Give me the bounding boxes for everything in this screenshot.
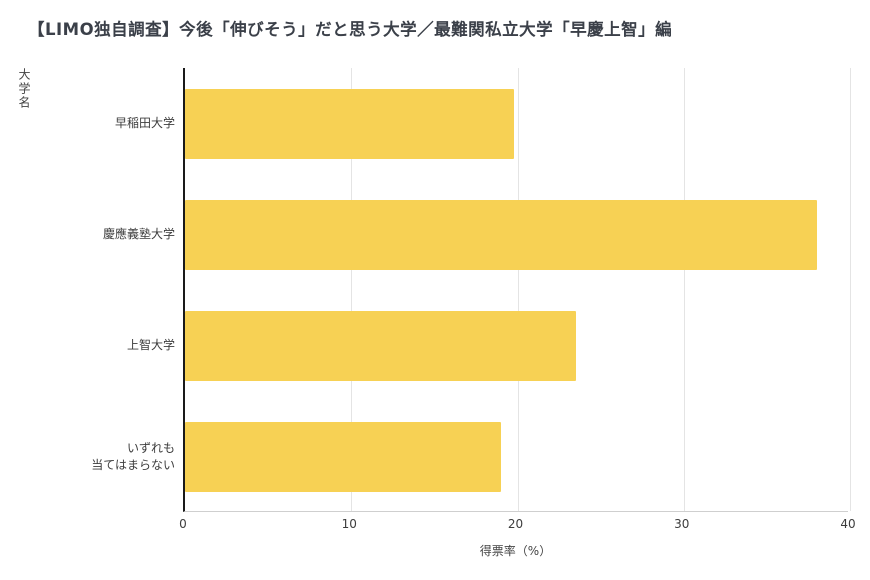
x-tick-label: 10: [341, 517, 357, 531]
category-label: 上智大学: [126, 338, 175, 353]
gridline: [683, 68, 685, 511]
x-tick-label: 40: [840, 517, 856, 531]
category-labels: 早稲田大学慶應義塾大学上智大学いずれも 当てはまらない: [40, 68, 175, 512]
x-axis-label: 得票率（%）: [479, 544, 552, 558]
chart-bar: [185, 310, 576, 381]
category-label: いずれも 当てはまらない: [91, 441, 175, 472]
y-axis-label: 大学名: [17, 68, 31, 110]
chart-bar: [185, 421, 501, 492]
gridline: [351, 68, 353, 511]
chart-bar: [185, 199, 817, 270]
plot-area: [183, 68, 851, 512]
gridline: [517, 68, 519, 511]
x-tick-label: 30: [674, 517, 690, 531]
x-tick-label: 0: [179, 517, 187, 531]
chart-bar: [185, 88, 515, 159]
gridline: [850, 68, 851, 511]
x-axis-ticks: 0 10 20 30 40: [179, 517, 855, 533]
x-tick-label: 20: [507, 517, 524, 531]
category-label: 慶應義塾大学: [102, 227, 175, 242]
category-label: 早稲田大学: [114, 116, 175, 131]
chart-title: 【LIMO独自調査】今後「伸びそう」だと思う大学／最難関私立大学「早慶上智」編: [28, 20, 673, 39]
